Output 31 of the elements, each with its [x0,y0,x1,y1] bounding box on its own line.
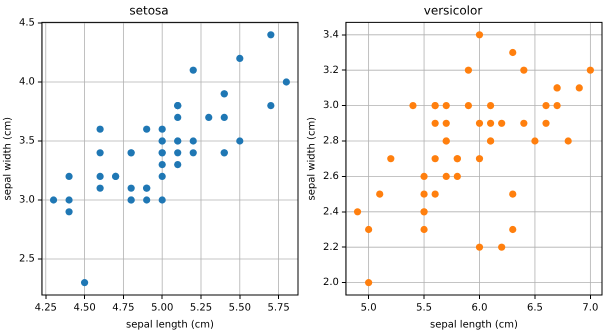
x-tick-label: 4.25 [34,302,57,314]
x-tick-label: 4.50 [73,302,96,314]
y-tick-label: 2.2 [322,242,339,253]
y-axis-title: sepal width (cm) [306,116,318,200]
x-tick-label: 6.0 [472,302,488,314]
x-axis-title: sepal length (cm) [430,320,518,331]
y-tick-label: 3.5 [18,136,35,147]
y-tick-label: 2.5 [18,254,35,265]
y-tick-label: 3.2 [322,64,339,76]
x-axis-title: sepal length (cm) [126,320,214,331]
y-tick-label: 3.4 [322,29,339,40]
y-axis-title: sepal width (cm) [2,116,14,200]
x-tick-label: 5.75 [267,302,290,314]
x-tick-label: 5.5 [416,302,432,314]
x-tick-label: 6.5 [526,302,543,314]
x-tick-label: 5.50 [228,302,251,314]
x-tick-label: 4.75 [112,302,135,314]
y-tick-label: 2.4 [322,206,339,218]
y-tick-label: 3.0 [322,100,339,112]
y-tick-label: 4.0 [18,76,35,88]
chart-title: versicolor [424,3,482,18]
x-tick-label: 5.25 [190,302,212,314]
x-tick-label: 7.0 [582,302,598,314]
y-tick-label: 2.0 [322,277,339,288]
x-tick-label: 5.00 [151,302,174,314]
y-tick-label: 3.0 [18,194,35,206]
y-tick-label: 4.5 [18,18,35,29]
x-tick-label: 5.0 [360,302,377,314]
chart-title: setosa [129,3,169,18]
y-tick-label: 2.8 [322,136,339,147]
y-tick-label: 2.6 [322,170,339,182]
